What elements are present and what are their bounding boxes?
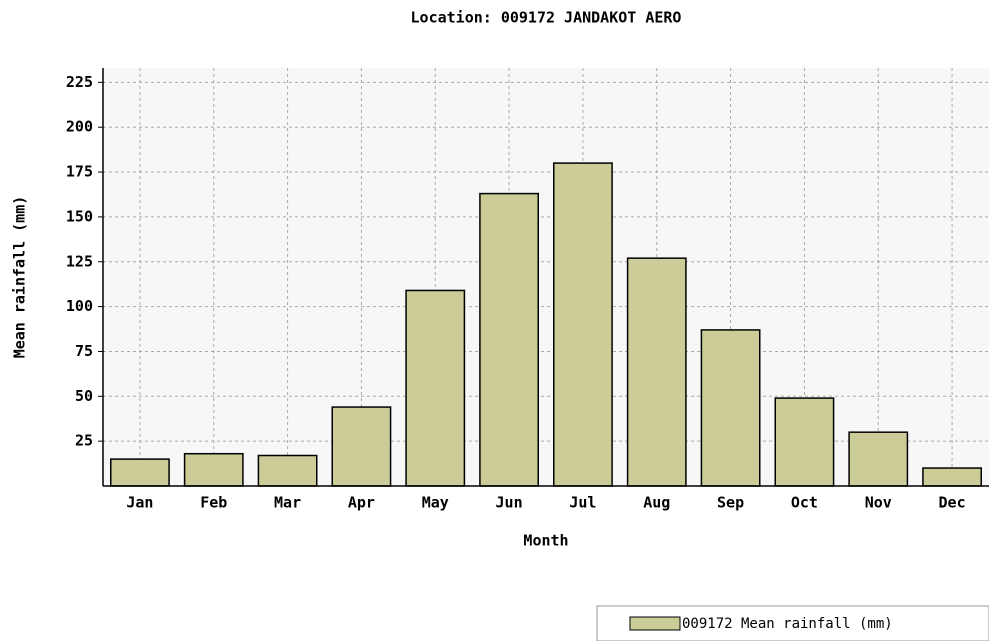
x-tick-label: Sep [717, 494, 744, 512]
x-tick-label: Apr [348, 494, 375, 512]
y-tick-label: 175 [66, 163, 93, 181]
bar [257, 454, 318, 487]
y-tick-label: 150 [66, 207, 93, 225]
y-tick-label: 25 [75, 432, 93, 450]
bar [848, 431, 909, 487]
bar [774, 397, 835, 487]
bar [405, 289, 466, 487]
plot-area [103, 68, 989, 486]
x-tick-label: May [422, 494, 449, 512]
x-tick-label: Mar [274, 494, 301, 512]
y-tick-label: 50 [75, 387, 93, 405]
y-tick-label: 225 [66, 73, 93, 91]
x-tick-label: Jun [496, 494, 523, 512]
y-axis-label: Mean rainfall (mm) [11, 196, 29, 359]
y-tick-label: 125 [66, 252, 93, 270]
bar [700, 329, 761, 487]
bar [479, 192, 539, 487]
x-axis-label: Month [523, 532, 568, 550]
y-tick-label: 100 [66, 297, 93, 315]
x-tick-label: Jan [126, 494, 153, 512]
legend-label: 009172 Mean rainfall (mm) [682, 616, 893, 632]
bar [331, 406, 392, 487]
x-tick-label: Jul [569, 494, 596, 512]
bar [110, 458, 170, 487]
bar [553, 162, 613, 487]
x-tick-label: Nov [865, 494, 892, 512]
y-tick-label: 75 [75, 342, 93, 360]
x-tick-label: Oct [791, 494, 818, 512]
x-tick-label: Feb [200, 494, 227, 512]
bar [183, 452, 244, 487]
legend-swatch [629, 616, 681, 631]
x-tick-label: Aug [643, 494, 670, 512]
bar [626, 257, 687, 487]
chart-title: Location: 009172 JANDAKOT AERO [411, 9, 682, 27]
bar [922, 467, 982, 487]
y-tick-label: 200 [66, 118, 93, 136]
x-tick-label: Dec [939, 494, 966, 512]
